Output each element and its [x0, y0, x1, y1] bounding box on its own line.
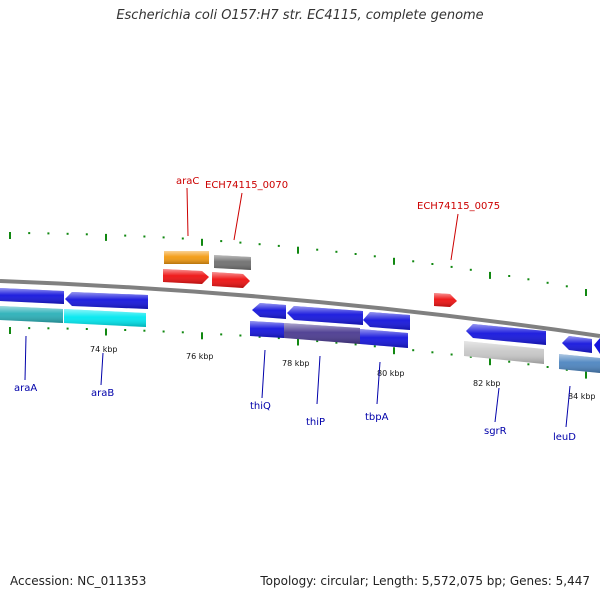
- label-ECH74115_0075[interactable]: ECH74115_0075: [417, 201, 500, 212]
- leader-ECH74115_0070: [233, 192, 243, 241]
- feature-leuD-cog[interactable]: [559, 354, 600, 373]
- tick-label-74kbp: 74 kbp: [90, 345, 118, 354]
- feature-araC-red[interactable]: [163, 269, 209, 284]
- feature-ECH74115_0075-red[interactable]: [434, 293, 457, 307]
- leader-sgrR: [494, 387, 500, 423]
- feature-araB-cog[interactable]: [64, 309, 146, 327]
- tick-label-82kbp: 82 kbp: [473, 379, 501, 388]
- feature-tbpA-cog[interactable]: [360, 329, 408, 348]
- label-thiP[interactable]: thiP: [306, 417, 325, 428]
- leader-leuD: [565, 385, 571, 428]
- leader-tbpA: [376, 361, 381, 405]
- accession-text: Accession: NC_011353: [10, 574, 147, 588]
- summary-text: Topology: circular; Length: 5,572,075 bp…: [260, 574, 590, 588]
- feature-araC-orange[interactable]: [164, 251, 209, 264]
- label-araB[interactable]: araB: [91, 388, 114, 399]
- feature-araB-blue[interactable]: [65, 292, 148, 309]
- feature-thiP-blue[interactable]: [287, 306, 363, 325]
- tick-label-76kbp: 76 kbp: [186, 352, 214, 361]
- label-araC[interactable]: araC: [176, 176, 199, 187]
- feature-tbpA-blue[interactable]: [363, 312, 410, 330]
- feature-araA-cog[interactable]: [0, 306, 63, 323]
- feature-thiP-cog[interactable]: [284, 323, 360, 344]
- leader-araB: [100, 352, 104, 386]
- label-ECH74115_0070[interactable]: ECH74115_0070: [205, 180, 288, 191]
- map-title: Escherichia coli O157:H7 str. EC4115, co…: [116, 8, 484, 23]
- genome-backbone: [0, 279, 600, 338]
- feature-sgrR-cog[interactable]: [464, 341, 544, 364]
- feature-ECH74115_0070-gray[interactable]: [214, 255, 251, 270]
- feature-ECH74115_0070-red[interactable]: [212, 272, 250, 288]
- outer-tick-row: [9, 232, 587, 296]
- leader-thiP: [316, 355, 321, 405]
- label-araA[interactable]: araA: [14, 383, 37, 394]
- tick-label-78kbp: 78 kbp: [282, 359, 310, 368]
- feature-araA-blue[interactable]: [0, 288, 64, 304]
- label-sgrR[interactable]: sgrR: [484, 426, 507, 437]
- feature-leuD-blue[interactable]: [562, 336, 600, 354]
- label-leuD[interactable]: leuD: [553, 432, 576, 443]
- label-tbpA[interactable]: tbpA: [365, 412, 389, 423]
- leader-araA: [24, 335, 27, 381]
- feature-thiQ-blue[interactable]: [252, 303, 286, 319]
- leader-thiQ: [261, 349, 266, 399]
- feature-sgrR-blue[interactable]: [466, 324, 546, 345]
- leader-ECH74115_0075: [450, 213, 459, 261]
- label-thiQ[interactable]: thiQ: [250, 401, 271, 412]
- leader-araC: [186, 187, 189, 237]
- feature-thiQ-cog[interactable]: [250, 321, 284, 338]
- tick-label-84kbp: 84 kbp: [568, 392, 596, 401]
- tick-label-80kbp: 80 kbp: [377, 369, 405, 378]
